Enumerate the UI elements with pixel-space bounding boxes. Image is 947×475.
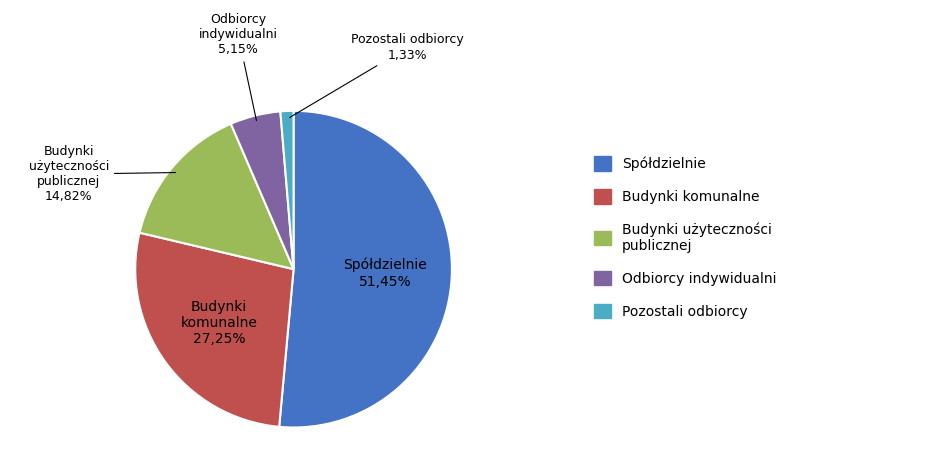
Wedge shape <box>280 111 294 269</box>
Wedge shape <box>135 233 294 427</box>
Wedge shape <box>231 111 294 269</box>
Legend: Spółdzielnie, Budynki komunalne, Budynki użyteczności
publicznej, Odbiorcy indyw: Spółdzielnie, Budynki komunalne, Budynki… <box>594 156 777 319</box>
Wedge shape <box>139 124 294 269</box>
Wedge shape <box>279 111 452 428</box>
Text: Pozostali odbiorcy
1,33%: Pozostali odbiorcy 1,33% <box>290 34 464 117</box>
Text: Budynki
użyteczności
publicznej
14,82%: Budynki użyteczności publicznej 14,82% <box>28 145 175 203</box>
Text: Budynki
komunalne
27,25%: Budynki komunalne 27,25% <box>181 300 258 346</box>
Text: Odbiorcy
indywidualni
5,15%: Odbiorcy indywidualni 5,15% <box>199 13 277 121</box>
Text: Spółdzielnie
51,45%: Spółdzielnie 51,45% <box>344 258 427 289</box>
